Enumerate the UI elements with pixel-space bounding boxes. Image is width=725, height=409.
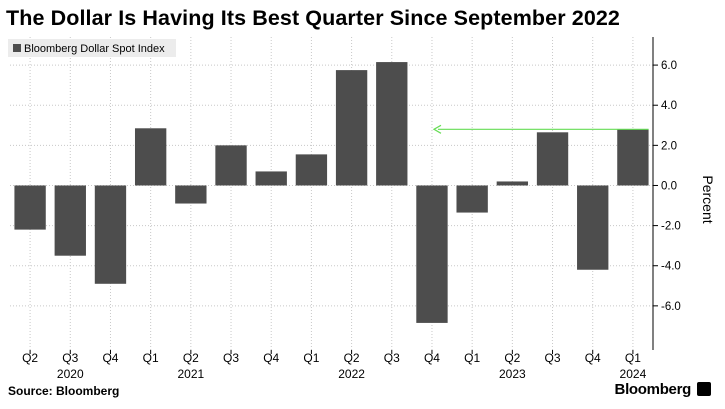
bar bbox=[416, 185, 448, 323]
annotation-arrow-head bbox=[432, 124, 442, 134]
x-year-label: 2024 bbox=[620, 367, 647, 381]
axes: -6.0 -4.0 -2.0 0.0 2.0 4.0 6.0 Percent Q2 Q3 Q4 Q1 Q… bbox=[22, 37, 716, 381]
x-tick-label: Q3 bbox=[223, 351, 239, 365]
x-tick-label: Q4 bbox=[263, 351, 279, 365]
bar bbox=[536, 132, 569, 186]
bar bbox=[14, 185, 46, 230]
x-tick-label: Q4 bbox=[102, 351, 118, 365]
x-tick-label: Q3 bbox=[62, 351, 78, 365]
bar bbox=[496, 181, 529, 186]
x-tick-label: Q3 bbox=[545, 351, 561, 365]
bar bbox=[134, 128, 167, 186]
bar bbox=[54, 185, 86, 256]
x-year-label: 2020 bbox=[57, 367, 84, 381]
bar-series bbox=[14, 62, 649, 323]
y-axis-title: Percent bbox=[700, 175, 716, 223]
x-tick-label: Q1 bbox=[464, 351, 480, 365]
x-tick-label: Q4 bbox=[424, 351, 440, 365]
bar bbox=[255, 171, 287, 186]
bar bbox=[335, 70, 368, 186]
y-tick-label: 2.0 bbox=[661, 140, 677, 152]
bar bbox=[175, 185, 207, 204]
y-tick-label: -2.0 bbox=[661, 221, 681, 233]
x-year-label: 2021 bbox=[177, 367, 204, 381]
legend: Bloomberg Dollar Spot Index bbox=[8, 39, 176, 57]
brand-logo-icon bbox=[697, 382, 711, 396]
y-tick-label: -4.0 bbox=[661, 261, 681, 273]
bar bbox=[94, 185, 127, 284]
x-year-label: 2022 bbox=[338, 367, 365, 381]
legend-label: Bloomberg Dollar Spot Index bbox=[24, 43, 165, 55]
x-tick-label: Q2 bbox=[344, 351, 360, 365]
legend-background bbox=[8, 39, 176, 57]
y-tick-label: -6.0 bbox=[661, 301, 681, 313]
x-tick-label: Q1 bbox=[303, 351, 319, 365]
y-tick-label: 4.0 bbox=[661, 100, 677, 112]
x-tick-label: Q1 bbox=[143, 351, 159, 365]
bar bbox=[376, 62, 408, 186]
x-year-label: 2023 bbox=[499, 367, 526, 381]
bar bbox=[295, 154, 328, 186]
x-tick-label: Q2 bbox=[504, 351, 520, 365]
y-tick-label: 0.0 bbox=[661, 180, 677, 192]
bar bbox=[215, 145, 247, 186]
y-tick-label: 6.0 bbox=[661, 60, 677, 72]
source-note: Source: Bloomberg bbox=[8, 384, 120, 398]
legend-swatch bbox=[13, 44, 21, 52]
bar bbox=[577, 185, 609, 270]
bar bbox=[456, 185, 488, 213]
x-tick-label: Q3 bbox=[384, 351, 400, 365]
x-tick-label: Q1 bbox=[625, 351, 641, 365]
chart-title: The Dollar Is Having Its Best Quarter Si… bbox=[6, 6, 620, 30]
bar bbox=[617, 129, 649, 186]
brand-logo-text: Bloomberg bbox=[614, 381, 692, 398]
x-tick-label: Q2 bbox=[183, 351, 199, 365]
annotation-layer bbox=[432, 124, 649, 134]
x-tick-label: Q4 bbox=[585, 351, 601, 365]
x-tick-label: Q2 bbox=[22, 351, 38, 365]
